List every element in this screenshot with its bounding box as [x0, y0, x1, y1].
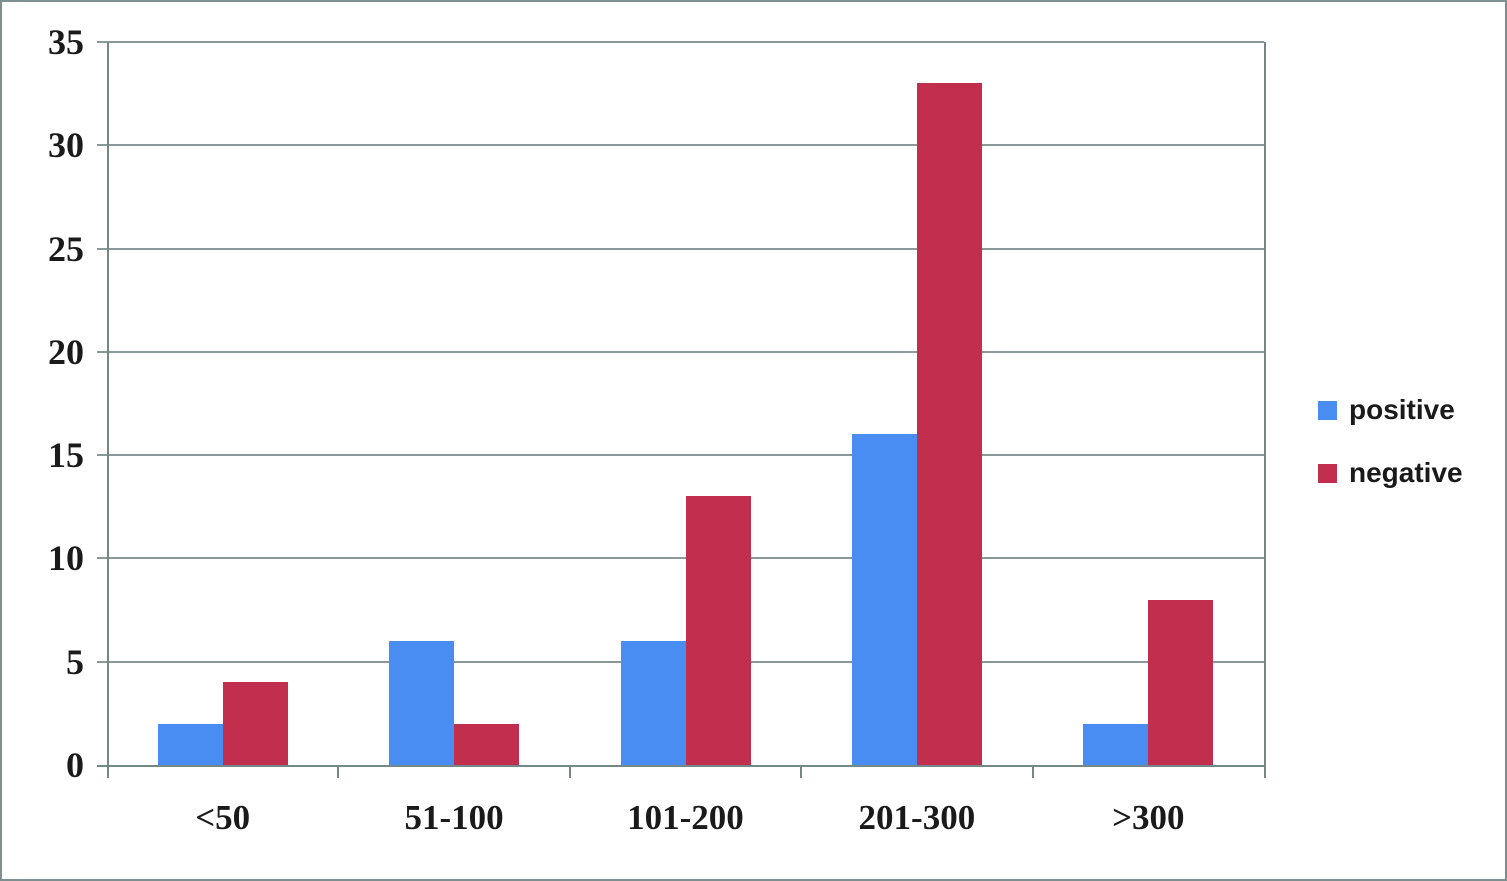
- gridline: [97, 144, 1264, 147]
- y-tick-label: 30: [48, 125, 84, 166]
- y-tick-label: 35: [48, 22, 84, 62]
- gridline: [97, 350, 1264, 353]
- legend-entry-negative: negative: [1318, 457, 1463, 489]
- y-axis-line: [107, 42, 109, 778]
- x-tick-label: 51-100: [404, 798, 504, 837]
- bar-negative->300: [1148, 599, 1214, 765]
- gridline: [97, 247, 1264, 250]
- bar-negative-<50: [222, 682, 288, 765]
- x-axis-tick: [800, 765, 803, 778]
- x-axis-tick: [337, 765, 340, 778]
- y-tick-label: 10: [48, 538, 84, 579]
- bar-negative-51-100: [454, 723, 520, 765]
- bar-positive-<50: [157, 723, 223, 765]
- x-tick-label: 101-200: [627, 798, 744, 837]
- bar-negative-101-200: [685, 496, 751, 765]
- y-tick-label: 15: [48, 435, 84, 476]
- bar-positive-51-100: [389, 641, 455, 765]
- gridline: [97, 41, 1264, 43]
- y-tick-label: 5: [66, 641, 84, 682]
- x-tick-label: 201-300: [858, 798, 976, 837]
- bar-positive-201-300: [851, 434, 917, 765]
- bar-negative-201-300: [916, 83, 982, 765]
- y-tick-label: 0: [66, 745, 84, 785]
- legend-entry-positive: positive: [1318, 394, 1463, 426]
- legend-label: negative: [1349, 457, 1463, 488]
- x-axis-line: [97, 765, 1264, 767]
- x-axis-tick: [568, 765, 571, 778]
- bar-positive-101-200: [620, 641, 686, 765]
- x-axis-tick: [1031, 765, 1034, 778]
- x-tick-label: <50: [195, 798, 251, 837]
- legend-label: positive: [1349, 394, 1455, 425]
- y-tick-label: 20: [48, 331, 84, 372]
- plot-right-line: [1264, 42, 1266, 778]
- y-tick-label: 25: [48, 228, 84, 269]
- legend-swatch: [1318, 463, 1337, 483]
- legend-swatch: [1318, 400, 1337, 420]
- legend: positive negative: [1318, 394, 1463, 489]
- x-tick-label: >300: [1112, 798, 1185, 837]
- gridline: [97, 557, 1264, 560]
- gridline: [97, 454, 1264, 457]
- bar-positive->300: [1083, 723, 1149, 765]
